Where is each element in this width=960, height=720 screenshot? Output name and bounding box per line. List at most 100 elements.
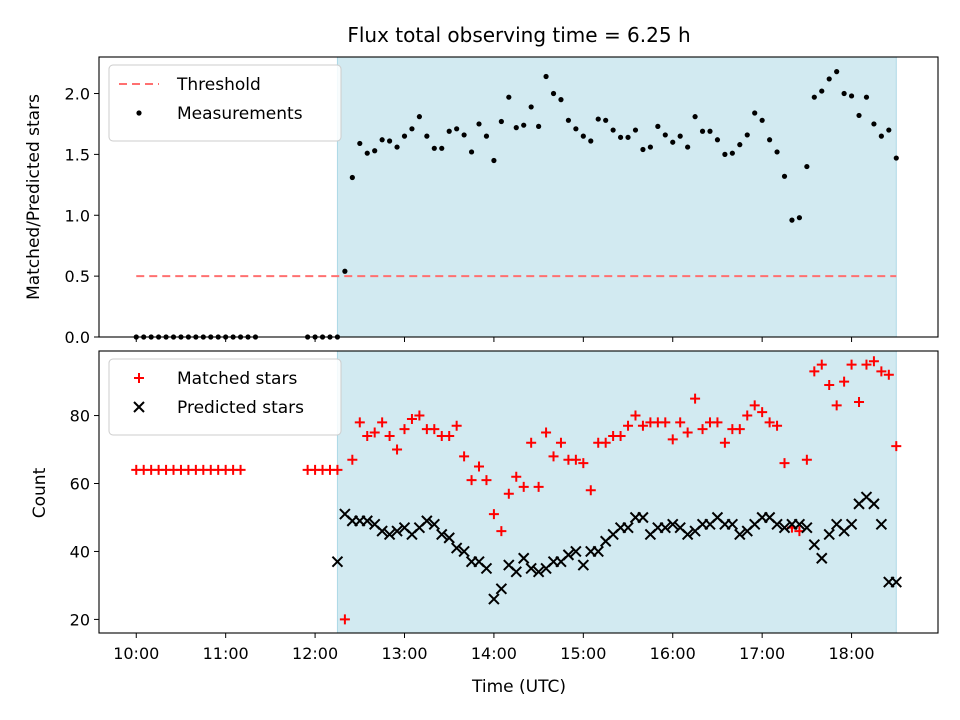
bottom-plus-point — [846, 359, 857, 370]
bottom-observing-span — [337, 351, 897, 633]
top-panel: 0.0 0.5 1.0 1.5 2.0 Threshold Measurements — [65, 56, 939, 347]
bottom-plus-point — [347, 454, 358, 465]
bottom-plus-point — [734, 424, 745, 435]
top-dot-point — [431, 145, 437, 151]
x-axis-label: Time (UTC) — [471, 677, 566, 697]
bottom-plus-point — [764, 417, 775, 428]
bottom-panel: 20 40 60 80 10:00 11:00 12:00 13:00 14:00 15:00 16… — [70, 350, 939, 663]
top-dot-point — [714, 137, 721, 143]
bottom-cross-point — [495, 583, 508, 595]
bottom-plus-point — [868, 356, 879, 367]
bottom-cross-point — [436, 528, 448, 541]
bottom-cross-point — [450, 542, 463, 554]
x-tick-label: 10:00 — [113, 644, 159, 663]
bottom-cross-point — [525, 562, 537, 575]
bottom-cross-point — [443, 532, 455, 544]
bottom-plus-point — [623, 420, 634, 431]
top-dot-point — [610, 127, 616, 133]
x-tick-label: 17:00 — [739, 644, 785, 663]
bottom-plus-point — [451, 420, 462, 431]
top-dot-point — [886, 127, 892, 133]
bottom-cross-point — [383, 528, 396, 541]
bottom-plus-point — [682, 427, 693, 438]
bottom-plus-point — [332, 464, 343, 475]
bottom-cross-point — [577, 559, 590, 571]
legend-series-label: Measurements — [177, 104, 303, 124]
top-dot-point — [670, 139, 676, 145]
bottom-plus-point — [854, 396, 865, 407]
top-dot-point — [878, 133, 884, 139]
top-dot-point — [364, 150, 370, 156]
bottom-plus-point — [637, 420, 648, 431]
top-dot-point — [565, 117, 572, 123]
top-dot-point — [722, 151, 728, 157]
top-dot-point — [580, 133, 586, 139]
bottom-cross-point — [667, 518, 679, 530]
bottom-cross-point — [480, 562, 493, 575]
bottom-plus-point — [377, 417, 388, 428]
bottom-plus-point — [712, 417, 723, 428]
legend-plus-swatch — [134, 373, 144, 383]
bottom-cross-point — [488, 593, 500, 605]
bottom-cross-point — [890, 576, 902, 588]
bottom-plus-point — [503, 488, 514, 499]
top-dot-point — [737, 142, 743, 148]
top-legend: Threshold Measurements — [108, 64, 342, 142]
bottom-legend-box — [108, 358, 342, 436]
top-dot-point — [893, 155, 899, 161]
top-dot-point — [781, 173, 788, 179]
bottom-plus-point — [772, 420, 783, 431]
bottom-plus-point — [541, 427, 552, 438]
bottom-cross-point — [331, 555, 344, 568]
bottom-plus-point — [414, 410, 425, 421]
top-dot-point — [655, 123, 661, 129]
bottom-cross-point — [793, 518, 806, 530]
bottom-cross-point — [570, 545, 582, 558]
bottom-cross-point — [637, 511, 649, 524]
bottom-cross-point — [823, 528, 835, 541]
bottom-cross-point — [816, 552, 828, 564]
bottom-cross-point — [391, 525, 403, 537]
bottom-plus-point — [831, 400, 842, 411]
bottom-y-tick-label: 60 — [70, 475, 90, 494]
top-dot-point — [856, 112, 862, 119]
bottom-plus-point — [392, 444, 403, 455]
bottom-cross-point — [659, 521, 671, 534]
top-dot-point — [588, 138, 594, 144]
bottom-plus-point — [354, 417, 365, 428]
bottom-cross-point — [808, 538, 821, 551]
chart-title: Flux total observing time = 6.25 h — [347, 23, 690, 47]
bottom-plus-point — [660, 417, 671, 428]
bottom-plus-point — [488, 509, 499, 520]
top-dot-point — [394, 144, 400, 150]
bottom-cross-point — [868, 498, 880, 510]
bottom-plus-point — [474, 461, 485, 472]
top-legend-box — [108, 64, 342, 142]
x-tick-label: 18:00 — [829, 644, 875, 663]
bottom-plus-point — [719, 437, 730, 448]
bottom-cross-point — [845, 518, 858, 530]
top-dot-point — [468, 149, 475, 155]
top-dot-point — [692, 114, 698, 120]
bottom-plus-point — [429, 424, 440, 435]
top-dot-point — [454, 126, 460, 132]
x-tick-label: 13:00 — [381, 644, 427, 663]
bottom-cross-point — [681, 528, 694, 541]
bottom-cross-point — [726, 518, 739, 530]
top-dot-point — [439, 145, 445, 151]
top-dot-point — [789, 217, 795, 223]
top-dot-point — [752, 110, 758, 116]
bottom-plus-point — [399, 424, 410, 435]
top-dot-point — [595, 116, 601, 122]
bottom-plus-point — [555, 437, 566, 448]
bottom-plus-point — [578, 458, 589, 469]
top-y-tick-label: 2.0 — [65, 85, 90, 104]
legend-cross-swatch — [133, 401, 145, 413]
top-dot-point — [476, 121, 482, 127]
bottom-plus-point — [883, 369, 894, 380]
x-tick-label: 11:00 — [203, 644, 249, 663]
top-dot-point — [416, 114, 422, 120]
bottom-plus-point — [585, 485, 596, 496]
top-dot-point — [699, 128, 706, 134]
bottom-y-tick-label: 80 — [70, 407, 90, 426]
